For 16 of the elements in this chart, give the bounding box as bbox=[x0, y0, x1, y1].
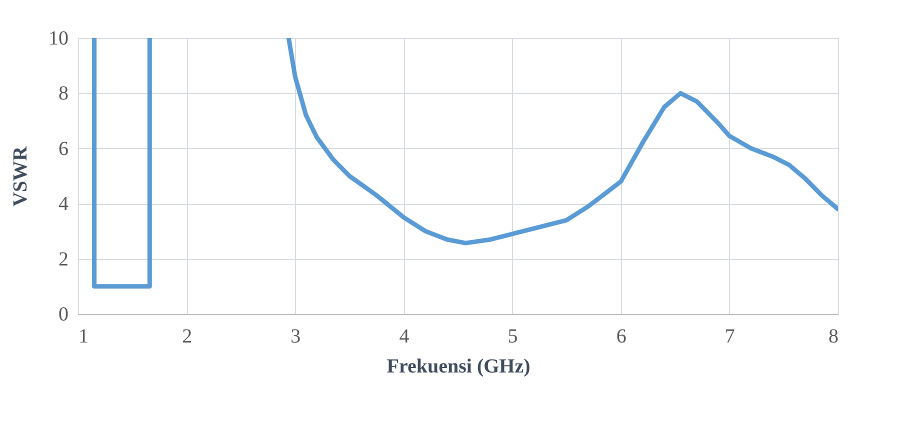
x-tick-label: 4 bbox=[399, 326, 410, 348]
x-tick-label: 3 bbox=[290, 326, 301, 348]
x-tick-label: 6 bbox=[616, 326, 626, 348]
y-tick-label: 8 bbox=[58, 82, 68, 105]
y-tick-label: 2 bbox=[58, 248, 68, 270]
x-tick-label: 8 bbox=[828, 326, 838, 348]
y-tick-label: 0 bbox=[58, 304, 68, 326]
y-axis-title: VSWR bbox=[10, 146, 32, 207]
x-tick-label: 7 bbox=[724, 326, 735, 348]
y-tick-label: 4 bbox=[58, 193, 68, 216]
x-tick-label: 1 bbox=[78, 326, 88, 348]
y-tick-label: 10 bbox=[48, 28, 68, 50]
x-tick-label: 2 bbox=[182, 326, 192, 348]
y-tick-label: 6 bbox=[58, 138, 68, 160]
x-axis-title: Frekuensi (GHz) bbox=[386, 356, 530, 378]
x-tick-label: 5 bbox=[508, 326, 518, 348]
